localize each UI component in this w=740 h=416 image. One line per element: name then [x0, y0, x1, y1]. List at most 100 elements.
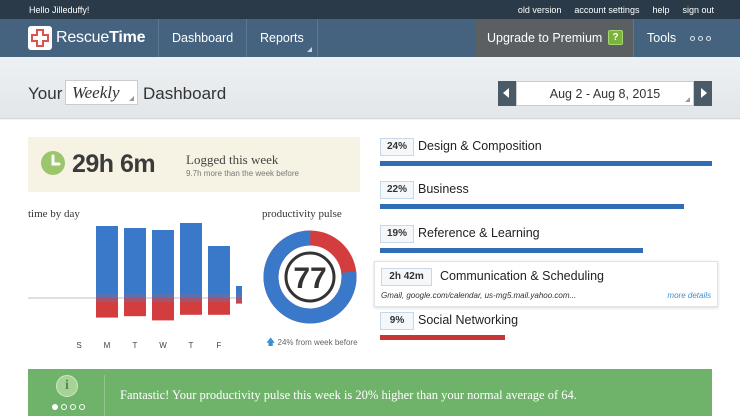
account-settings-link[interactable]: account settings [574, 5, 640, 15]
date-range-value: Aug 2 - Aug 8, 2015 [549, 87, 661, 101]
info-icon: i [56, 375, 78, 397]
brand-name-bold: Time [109, 29, 146, 46]
pager-dot[interactable] [52, 404, 58, 410]
previous-week-arrow-icon[interactable] [498, 81, 516, 106]
day-neutral-band [208, 294, 230, 302]
nav-reports-label: Reports [260, 31, 304, 45]
banner-message: Fantastic! Your productivity pulse this … [120, 388, 577, 402]
category-pct: 22% [380, 181, 414, 199]
greeting: Hello Jilleduffy! [29, 5, 90, 15]
pulse-footnote-text: 24% from week before [277, 338, 358, 347]
dashboard-header: Your Weekly Dashboard Aug 2 - Aug 8, 201… [0, 57, 740, 119]
main-nav: RescueTime Dashboard Reports Upgrade to … [0, 19, 740, 57]
more-dots-icon [690, 35, 712, 41]
category-name[interactable]: Design & Composition [418, 139, 542, 153]
day-distracting-bar [152, 298, 174, 321]
category-pct: 9% [380, 312, 414, 330]
day-distracting-bar [180, 298, 202, 315]
period-value: Weekly [72, 83, 120, 102]
category-design[interactable]: 24% Design & Composition [380, 138, 712, 168]
banner-pager [52, 404, 85, 410]
more-details-link[interactable]: more details [667, 291, 711, 300]
category-social[interactable]: 9% Social Networking [380, 312, 712, 342]
logged-time-card: 29h 6m Logged this week 9.7h more than t… [28, 137, 360, 192]
pager-dot[interactable] [70, 404, 76, 410]
day-productive-bar [236, 286, 242, 298]
brand-name-light: Rescue [56, 29, 110, 46]
dropdown-corner-icon [685, 97, 690, 102]
period-select[interactable]: Weekly [65, 80, 138, 105]
day-productive-bar [208, 246, 230, 298]
day-label: F [217, 341, 222, 350]
logged-label: Logged this week [186, 152, 279, 167]
pager-dot[interactable] [61, 404, 67, 410]
pager-dot[interactable] [79, 404, 85, 410]
next-week-arrow-icon[interactable] [694, 81, 712, 106]
nav-reports[interactable]: Reports [246, 19, 318, 57]
day-neutral-band [236, 294, 242, 302]
day-productive-bar [152, 230, 174, 298]
upgrade-button[interactable]: Upgrade to Premium ? [475, 19, 633, 57]
day-neutral-band [152, 294, 174, 302]
banner-divider [104, 375, 105, 416]
clock-icon [40, 150, 66, 181]
header-suffix: Dashboard [143, 84, 227, 103]
up-arrow-icon: 🡅 [266, 337, 276, 347]
day-label: S [76, 341, 81, 350]
logged-comparison: 9.7h more than the week before [186, 169, 299, 178]
help-link[interactable]: help [652, 5, 670, 15]
rescuetime-logo[interactable]: RescueTime [28, 26, 146, 50]
time-by-day-title: time by day [28, 208, 80, 220]
dashboard-content: 29h 6m Logged this week 9.7h more than t… [0, 120, 740, 416]
category-bar [380, 204, 684, 209]
category-name[interactable]: Reference & Learning [418, 226, 540, 240]
category-bar [380, 248, 643, 253]
day-label: T [189, 341, 194, 350]
category-pct: 19% [380, 225, 414, 243]
day-neutral-band [124, 294, 146, 302]
nav-dashboard-label: Dashboard [172, 31, 234, 45]
day-label: T [133, 341, 138, 350]
category-reference[interactable]: 19% Reference & Learning [380, 225, 712, 255]
category-time: 2h 42m [381, 268, 432, 286]
tools-label: Tools [647, 31, 677, 45]
date-range-picker: Aug 2 - Aug 8, 2015 [498, 81, 712, 106]
day-label: W [159, 341, 167, 350]
sign-out-link[interactable]: sign out [682, 5, 714, 15]
day-productive-bar [96, 226, 118, 298]
logged-hours: 29h 6m [72, 150, 156, 178]
category-pct: 24% [380, 138, 414, 156]
pulse-footnote: 🡅 24% from week before [266, 335, 358, 351]
utility-bar: Hello Jilleduffy! old version account se… [0, 0, 740, 19]
category-name[interactable]: Business [418, 182, 469, 196]
day-distracting-bar [124, 298, 146, 317]
time-by-day-chart: SMTWTFS [28, 223, 242, 350]
category-detail: Gmail, google.com/calendar, us-mg5.mail.… [381, 291, 577, 300]
category-business[interactable]: 22% Business [380, 181, 712, 211]
pulse-center [284, 251, 336, 303]
pulse-score: 77 [293, 262, 326, 295]
productivity-pulse-donut: 77 [263, 230, 357, 324]
insight-banner: i Fantastic! Your productivity pulse thi… [28, 369, 712, 416]
category-communication[interactable]: 2h 42m Communication & Scheduling Gmail,… [374, 261, 718, 307]
category-bar [380, 335, 505, 340]
category-bar [380, 161, 712, 166]
logo-cross-icon [28, 26, 52, 50]
date-range-select[interactable]: Aug 2 - Aug 8, 2015 [516, 81, 694, 106]
category-name[interactable]: Social Networking [418, 313, 519, 327]
day-neutral-band [180, 294, 202, 302]
dropdown-corner-icon [307, 47, 312, 52]
utility-links: old version account settings help sign o… [518, 5, 714, 15]
tools-menu[interactable]: Tools [633, 19, 740, 57]
header-prefix: Your [28, 84, 63, 103]
dropdown-corner-icon [129, 96, 134, 101]
category-name[interactable]: Communication & Scheduling [440, 269, 604, 283]
question-badge-icon[interactable]: ? [608, 30, 623, 45]
old-version-link[interactable]: old version [517, 5, 562, 15]
day-productive-bar [180, 223, 202, 298]
day-distracting-bar [208, 298, 230, 315]
day-distracting-bar [96, 298, 118, 318]
day-label: M [104, 341, 111, 350]
nav-dashboard[interactable]: Dashboard [158, 19, 246, 57]
pulse-title: productivity pulse [262, 208, 342, 220]
